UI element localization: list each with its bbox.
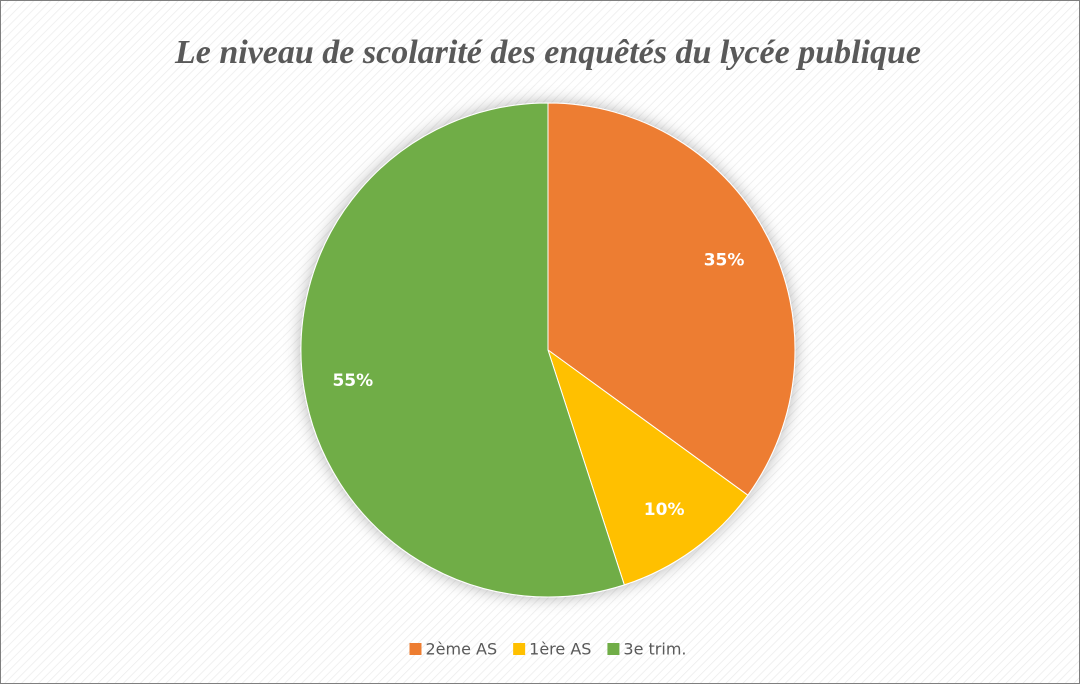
pie-slice bbox=[547, 102, 796, 496]
pie-slice bbox=[300, 102, 625, 598]
data-label: 10% bbox=[644, 500, 685, 520]
pie-slice bbox=[547, 348, 749, 586]
legend-swatch bbox=[409, 643, 422, 655]
legend-label: 2ème AS bbox=[426, 640, 498, 659]
data-label: 35% bbox=[704, 250, 745, 270]
chart-title: Le niveau de scolarité des enquêtés du l… bbox=[174, 34, 921, 71]
legend-swatch bbox=[513, 643, 526, 655]
data-label: 55% bbox=[332, 371, 373, 391]
legend-swatch bbox=[607, 643, 620, 655]
legend-label: 1ère AS bbox=[529, 640, 591, 659]
pie bbox=[300, 102, 796, 598]
legend-label: 3e trim. bbox=[623, 640, 686, 659]
